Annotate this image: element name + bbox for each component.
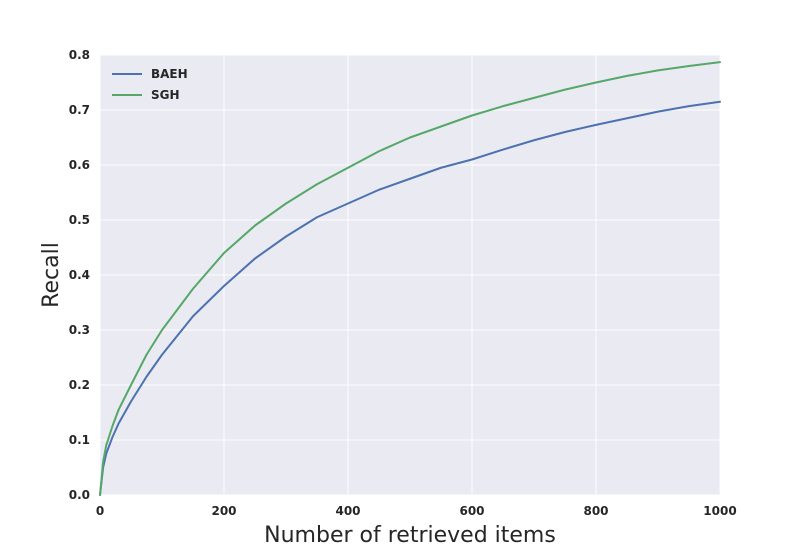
- x-tick-label: 600: [459, 504, 484, 518]
- y-tick-label: 0.5: [69, 213, 90, 227]
- series-lines: [99, 61, 721, 496]
- x-axis-title: Number of retrieved items: [264, 523, 556, 548]
- y-tick-label: 0.0: [69, 488, 90, 502]
- legend: BAEH SGH: [112, 67, 188, 102]
- x-tick-label: 200: [211, 504, 236, 518]
- y-tick-label: 0.2: [69, 378, 90, 392]
- grid-lines: [99, 54, 721, 496]
- y-tick-label: 0.3: [69, 323, 90, 337]
- x-tick-label: 1000: [703, 504, 736, 518]
- series-line-sgh: [99, 61, 721, 496]
- y-axis-title: Recall: [39, 242, 64, 308]
- legend-label-sgh: SGH: [151, 88, 180, 102]
- y-tick-labels: 0.0 0.1 0.2 0.3 0.4 0.5 0.6 0.7 0.8: [69, 48, 90, 502]
- y-tick-label: 0.8: [69, 48, 90, 62]
- y-tick-label: 0.1: [69, 433, 90, 447]
- legend-label-baeh: BAEH: [151, 67, 188, 81]
- x-tick-label: 800: [583, 504, 608, 518]
- y-tick-label: 0.7: [69, 103, 90, 117]
- y-tick-label: 0.4: [69, 268, 90, 282]
- x-tick-label: 400: [335, 504, 360, 518]
- x-tick-label: 0: [96, 504, 104, 518]
- y-tick-label: 0.6: [69, 158, 90, 172]
- x-tick-labels: 0 200 400 600 800 1000: [96, 504, 737, 518]
- series-line-baeh: [99, 100, 721, 496]
